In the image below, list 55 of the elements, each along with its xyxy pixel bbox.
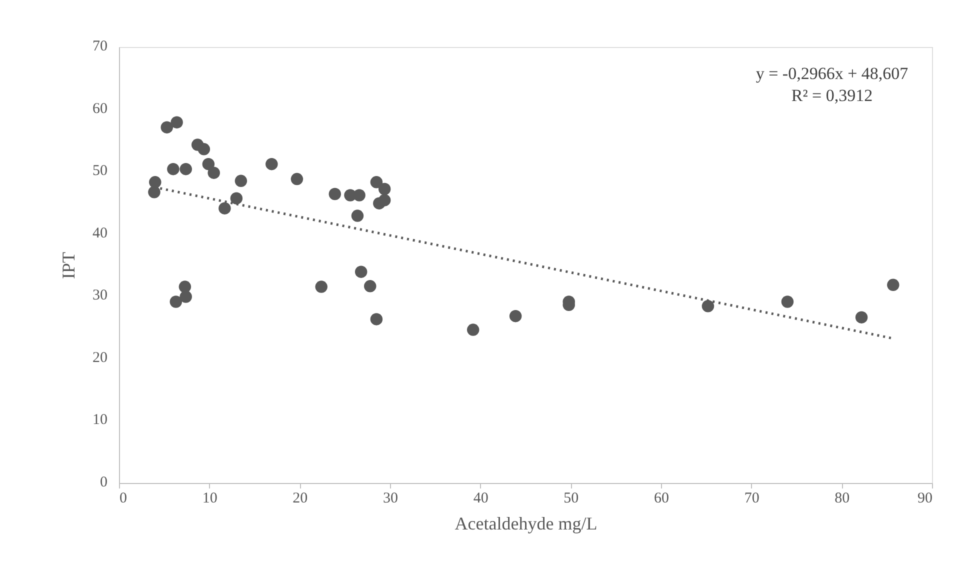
point bbox=[149, 176, 162, 188]
point bbox=[781, 296, 794, 308]
x-tick-label: 20 bbox=[292, 490, 308, 506]
x-tick-label: 80 bbox=[834, 490, 850, 506]
point bbox=[509, 310, 522, 322]
y-tick-label: 10 bbox=[92, 412, 108, 428]
point bbox=[364, 280, 376, 292]
x-tick-label: 60 bbox=[654, 490, 669, 506]
point bbox=[353, 189, 366, 202]
point bbox=[202, 158, 215, 170]
point bbox=[354, 266, 368, 278]
point bbox=[170, 116, 183, 128]
x-tick-label: 90 bbox=[918, 490, 932, 506]
x-tick-label: 10 bbox=[202, 490, 218, 506]
point bbox=[370, 176, 383, 188]
point bbox=[290, 172, 304, 186]
point bbox=[234, 174, 248, 188]
point bbox=[370, 313, 383, 326]
y-tick-label: 60 bbox=[92, 100, 108, 117]
x-axis-title: Acetaldehyde mg/L bbox=[454, 514, 598, 534]
y-tick-label: 70 bbox=[92, 38, 108, 54]
point bbox=[315, 280, 328, 293]
y-tick-label: 0 bbox=[100, 474, 108, 490]
y-tick-label: 50 bbox=[92, 163, 108, 180]
point bbox=[230, 192, 243, 204]
y-axis-title: IPT bbox=[58, 252, 78, 279]
annotation: y = -0,2966x + 48,607 bbox=[756, 64, 909, 83]
point bbox=[148, 186, 160, 198]
point bbox=[351, 210, 364, 222]
y-tick-label: 20 bbox=[92, 350, 108, 366]
y-tick-label: 40 bbox=[92, 225, 108, 242]
x-tick-label: 50 bbox=[564, 490, 579, 506]
point bbox=[378, 182, 391, 196]
point bbox=[167, 162, 180, 176]
point bbox=[328, 188, 342, 200]
point bbox=[170, 296, 182, 308]
point bbox=[178, 280, 192, 293]
point bbox=[218, 202, 231, 214]
point bbox=[855, 311, 868, 324]
annotation: R² = 0,3912 bbox=[791, 86, 873, 105]
point bbox=[887, 278, 900, 292]
point bbox=[180, 162, 192, 176]
point bbox=[208, 166, 220, 179]
x-tick-label: 40 bbox=[473, 490, 488, 506]
point bbox=[198, 143, 210, 156]
point bbox=[266, 158, 278, 170]
point bbox=[466, 324, 480, 336]
x-tick-label: 0 bbox=[120, 490, 127, 506]
point bbox=[160, 121, 173, 134]
point bbox=[180, 290, 192, 303]
point bbox=[373, 197, 386, 210]
point bbox=[702, 300, 714, 312]
x-tick-label: 30 bbox=[383, 490, 398, 506]
y-tick-label: 30 bbox=[92, 288, 108, 304]
x-tick-label: 70 bbox=[744, 490, 760, 506]
